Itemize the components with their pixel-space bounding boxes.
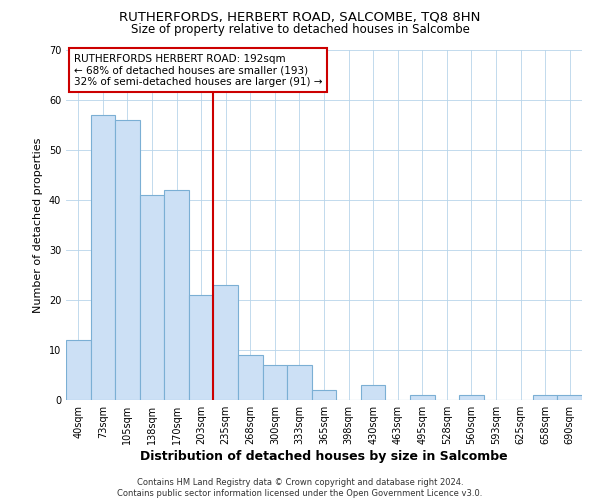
Bar (287, 365, 312, 400)
Bar (557, 395, 582, 400)
X-axis label: Distribution of detached houses by size in Salcombe: Distribution of detached houses by size … (140, 450, 508, 463)
Bar (189, 295, 214, 400)
Bar (115, 120, 140, 400)
Bar (533, 395, 557, 400)
Text: RUTHERFORDS HERBERT ROAD: 192sqm
← 68% of detached houses are smaller (193)
32% : RUTHERFORDS HERBERT ROAD: 192sqm ← 68% o… (74, 54, 322, 86)
Bar (459, 395, 484, 400)
Bar (66, 340, 91, 400)
Bar (238, 355, 263, 400)
Text: Size of property relative to detached houses in Salcombe: Size of property relative to detached ho… (131, 22, 469, 36)
Bar (361, 385, 385, 400)
Bar (410, 395, 434, 400)
Text: RUTHERFORDS, HERBERT ROAD, SALCOMBE, TQ8 8HN: RUTHERFORDS, HERBERT ROAD, SALCOMBE, TQ8… (119, 11, 481, 24)
Bar (91, 115, 115, 400)
Text: Contains HM Land Registry data © Crown copyright and database right 2024.
Contai: Contains HM Land Registry data © Crown c… (118, 478, 482, 498)
Bar (263, 365, 287, 400)
Bar (312, 390, 336, 400)
Bar (164, 190, 189, 400)
Bar (140, 195, 164, 400)
Bar (214, 285, 238, 400)
Y-axis label: Number of detached properties: Number of detached properties (33, 138, 43, 312)
